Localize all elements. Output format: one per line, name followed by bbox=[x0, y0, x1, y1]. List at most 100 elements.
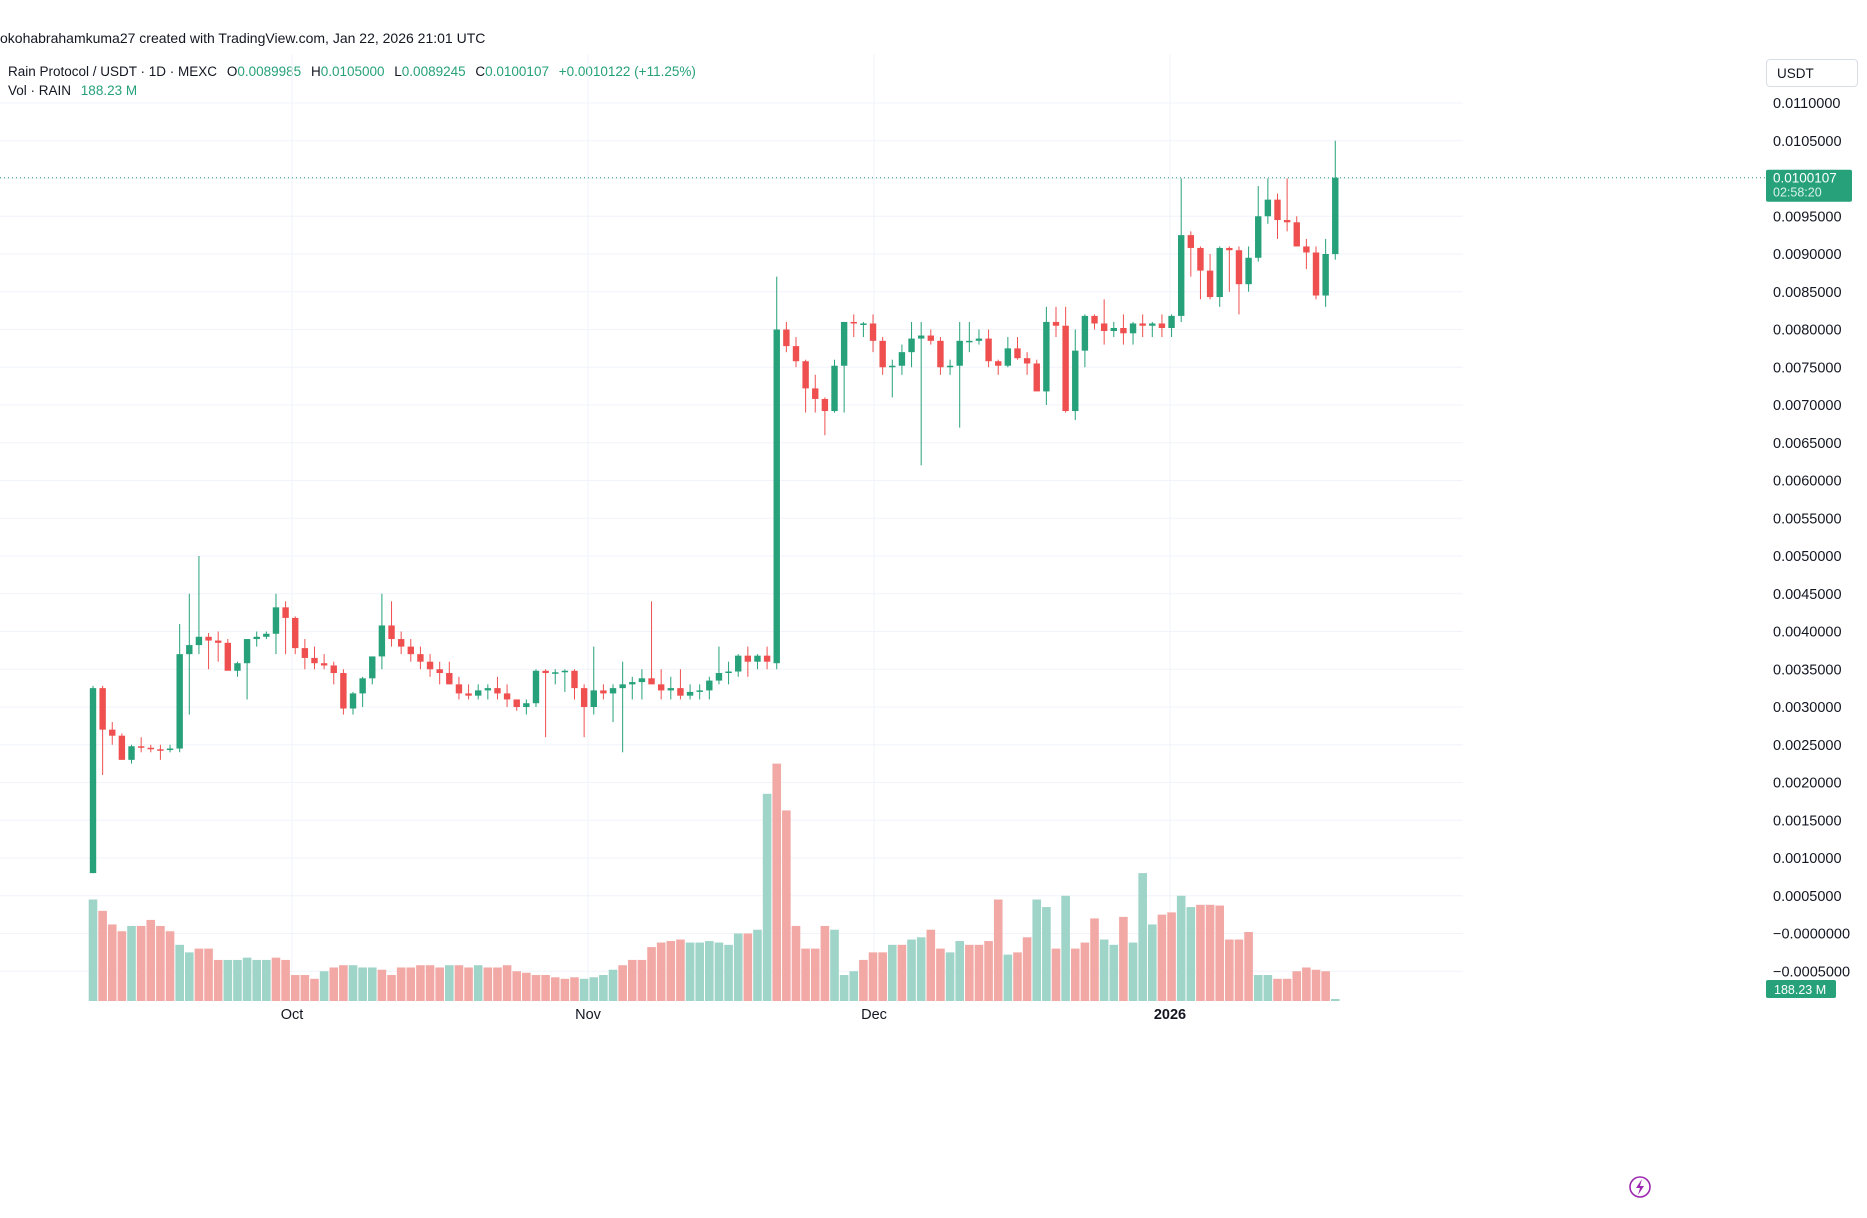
volume-bar bbox=[425, 965, 435, 1001]
volume-bar bbox=[685, 942, 695, 1001]
candle-body bbox=[1206, 270, 1214, 298]
volume-bar bbox=[637, 959, 647, 1001]
last-price-value: 0.0100107 bbox=[1773, 171, 1837, 186]
candle-body bbox=[503, 693, 511, 700]
volume-bar bbox=[367, 967, 377, 1001]
candle-body bbox=[128, 746, 135, 760]
candle-body bbox=[1062, 325, 1069, 412]
volume-bar bbox=[945, 952, 955, 1001]
candle-body bbox=[735, 655, 742, 672]
candle-body bbox=[109, 729, 116, 736]
volume-bar bbox=[647, 947, 656, 1001]
candle-body bbox=[552, 672, 559, 674]
candle-body bbox=[89, 688, 97, 874]
volume-bar bbox=[1330, 999, 1340, 1001]
volume-bar bbox=[396, 967, 406, 1001]
volume-bar bbox=[714, 942, 724, 1001]
volume-bar bbox=[1234, 939, 1244, 1001]
candle-body bbox=[1255, 216, 1262, 258]
candle-body bbox=[475, 690, 482, 696]
candle-body bbox=[1187, 235, 1195, 248]
candle-body bbox=[898, 352, 906, 366]
candle-body bbox=[465, 693, 472, 696]
currency-selector[interactable]: USDT bbox=[1766, 59, 1858, 87]
candle-body bbox=[292, 617, 299, 649]
candle-body bbox=[1052, 321, 1060, 326]
time-tick-label: Nov bbox=[575, 1007, 602, 1023]
candle-body bbox=[407, 646, 414, 655]
volume-tag-value: 188.23 M bbox=[1774, 983, 1826, 997]
candle-body bbox=[1332, 177, 1339, 255]
volume-bar bbox=[1263, 975, 1273, 1001]
volume-bar bbox=[1157, 914, 1167, 1001]
volume-bar bbox=[319, 971, 329, 1001]
candle-body bbox=[340, 673, 347, 709]
price-chart[interactable]: 0.01100000.01050000.01000000.00950000.00… bbox=[0, 54, 1867, 1218]
volume-bar bbox=[1244, 931, 1253, 1001]
candle-body bbox=[1312, 252, 1320, 296]
volume-bar bbox=[1273, 978, 1282, 1001]
candle-body bbox=[840, 321, 848, 366]
lightning-icon[interactable] bbox=[1629, 1176, 1651, 1198]
candle-body bbox=[1216, 247, 1223, 298]
price-tick-label: 0.0070000 bbox=[1773, 398, 1842, 414]
candle-body bbox=[1197, 247, 1204, 271]
chart-legend: Rain Protocol / USDT · 1D · MEXC O 0.0089… bbox=[8, 62, 696, 100]
volume-bar bbox=[859, 959, 868, 1001]
candle-body bbox=[879, 340, 886, 368]
legend-symbol[interactable]: Rain Protocol / USDT · 1D · MEXC bbox=[8, 64, 218, 79]
volume-bar bbox=[1196, 904, 1205, 1001]
candle-body bbox=[821, 398, 829, 412]
candle-body bbox=[763, 655, 771, 662]
volume-bar bbox=[589, 977, 599, 1001]
price-tick-label: 0.0040000 bbox=[1773, 625, 1842, 641]
candle-body bbox=[455, 684, 463, 694]
candle-body bbox=[186, 645, 193, 655]
candle-body bbox=[1120, 327, 1127, 334]
price-tick-label: 0.0025000 bbox=[1773, 738, 1842, 754]
candle-body bbox=[686, 691, 694, 696]
volume-bar bbox=[329, 967, 339, 1001]
candle-body bbox=[985, 338, 992, 362]
price-tick-label: 0.0090000 bbox=[1773, 247, 1842, 263]
volume-bar bbox=[300, 975, 310, 1001]
volume-bar bbox=[310, 978, 319, 1001]
volume-bar bbox=[830, 929, 839, 1001]
volume-bar bbox=[1080, 942, 1090, 1001]
candle-body bbox=[937, 340, 944, 368]
candle-body bbox=[397, 639, 405, 647]
time-axis[interactable]: Oct Nov Dec 2026 bbox=[281, 1007, 1186, 1023]
candle-body bbox=[1322, 254, 1329, 296]
candle-body bbox=[1081, 315, 1089, 351]
volume-bar bbox=[1109, 944, 1119, 1001]
volume-bar bbox=[1311, 969, 1321, 1001]
price-axis[interactable]: 0.01100000.01050000.01000000.00950000.00… bbox=[1773, 96, 1850, 980]
candle-body bbox=[889, 365, 896, 368]
volume-bar bbox=[502, 965, 512, 1001]
candle-body bbox=[706, 680, 713, 691]
volume-bar bbox=[1061, 895, 1070, 1001]
volume-bar bbox=[483, 967, 493, 1001]
legend-low-value: 0.0089245 bbox=[401, 64, 466, 79]
volume-bar bbox=[1013, 952, 1022, 1001]
legend-open-key: O bbox=[226, 64, 238, 79]
candle-body bbox=[349, 693, 357, 709]
candle-body bbox=[1100, 323, 1108, 332]
candle-body bbox=[234, 663, 241, 671]
volume-bar bbox=[618, 965, 627, 1001]
candle-body bbox=[436, 669, 443, 674]
candle-body bbox=[667, 688, 674, 691]
volume-bar bbox=[242, 957, 252, 1001]
candle-body bbox=[600, 690, 607, 694]
candle-body bbox=[648, 678, 655, 685]
legend-volume-label[interactable]: Vol · RAIN bbox=[8, 83, 72, 98]
candle-body bbox=[176, 654, 183, 749]
volume-bar bbox=[1138, 873, 1147, 1001]
volume-bar bbox=[965, 944, 974, 1001]
volume-bar bbox=[695, 942, 704, 1001]
candle-body bbox=[1139, 323, 1146, 326]
volume-bar bbox=[262, 959, 271, 1001]
volume-bar bbox=[1321, 971, 1330, 1001]
volume-bar bbox=[445, 965, 454, 1001]
candle-body bbox=[157, 749, 164, 751]
